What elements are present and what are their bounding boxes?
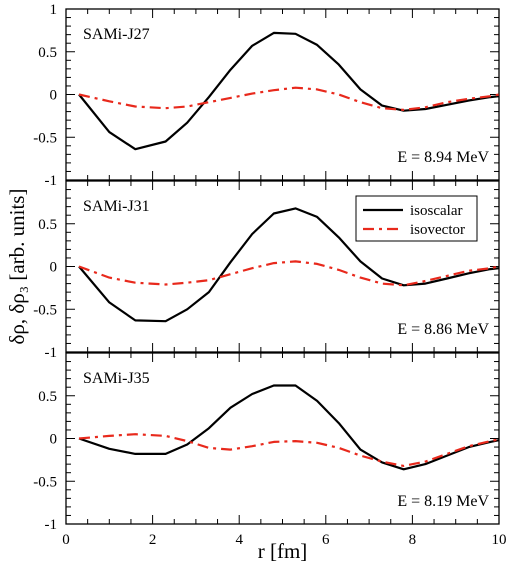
series-line-isoscalar	[78, 207, 500, 323]
legend-label-isoscalar: isoscalar	[410, 203, 462, 219]
energy-label: E = 8.86 MeV	[397, 321, 489, 338]
y-tick-label: 0.5	[38, 389, 57, 405]
x-axis-title: r [fm]	[258, 539, 308, 563]
y-tick-label: -1	[45, 345, 58, 361]
legend-box	[355, 195, 478, 242]
y-tick-label: -1	[45, 173, 58, 189]
x-tick-label: 2	[149, 532, 157, 548]
y-tick-label: -0.5	[33, 302, 57, 318]
panel-2: -1 -0.5 0 0.5 SAMi-J31 E = 8.86 MeV	[33, 180, 500, 361]
panel-label: SAMi-J35	[83, 370, 150, 387]
series-line-isovector	[78, 433, 500, 467]
y-axis-title: δρ, δρ₃ [arb. units]	[5, 189, 29, 345]
energy-label: E = 8.19 MeV	[397, 493, 489, 510]
panel-1: -1 -0.5 0 0.5 1 SAMi-J27 E = 8.94 MeV	[33, 2, 500, 189]
y-tick-label: 0	[50, 432, 58, 448]
x-tick-label: 6	[322, 532, 330, 548]
y-tick-label: -0.5	[33, 130, 57, 146]
panel-3: -1 -0.5 0 0.5 SAMi-J35 E = 8.19 MeV	[33, 352, 500, 533]
y-tick-label: -0.5	[33, 474, 57, 490]
panel-label: SAMi-J27	[83, 26, 150, 43]
y-tick-label: 0.5	[38, 45, 57, 61]
y-tick-label: 0	[50, 88, 58, 104]
x-tick-label: 8	[409, 532, 417, 548]
y-tick-label: 0	[50, 260, 58, 276]
y-tick-label: 0.5	[38, 217, 57, 233]
series-line-isoscalar	[78, 31, 500, 151]
x-tick-label: 0	[62, 532, 70, 548]
legend-label-isovector: isovector	[410, 222, 465, 238]
series-line-isoscalar	[78, 384, 500, 471]
x-tick-label: 10	[492, 532, 507, 548]
y-tick-label: -1	[45, 517, 58, 533]
series-line-isovector	[78, 86, 500, 112]
series-line-isovector	[78, 260, 500, 287]
y-tick-label: 1	[50, 2, 58, 18]
panel-label: SAMi-J31	[83, 198, 150, 215]
x-tick-label: 4	[235, 532, 243, 548]
energy-label: E = 8.94 MeV	[397, 149, 489, 166]
legend: isoscalar isovector	[355, 195, 478, 242]
